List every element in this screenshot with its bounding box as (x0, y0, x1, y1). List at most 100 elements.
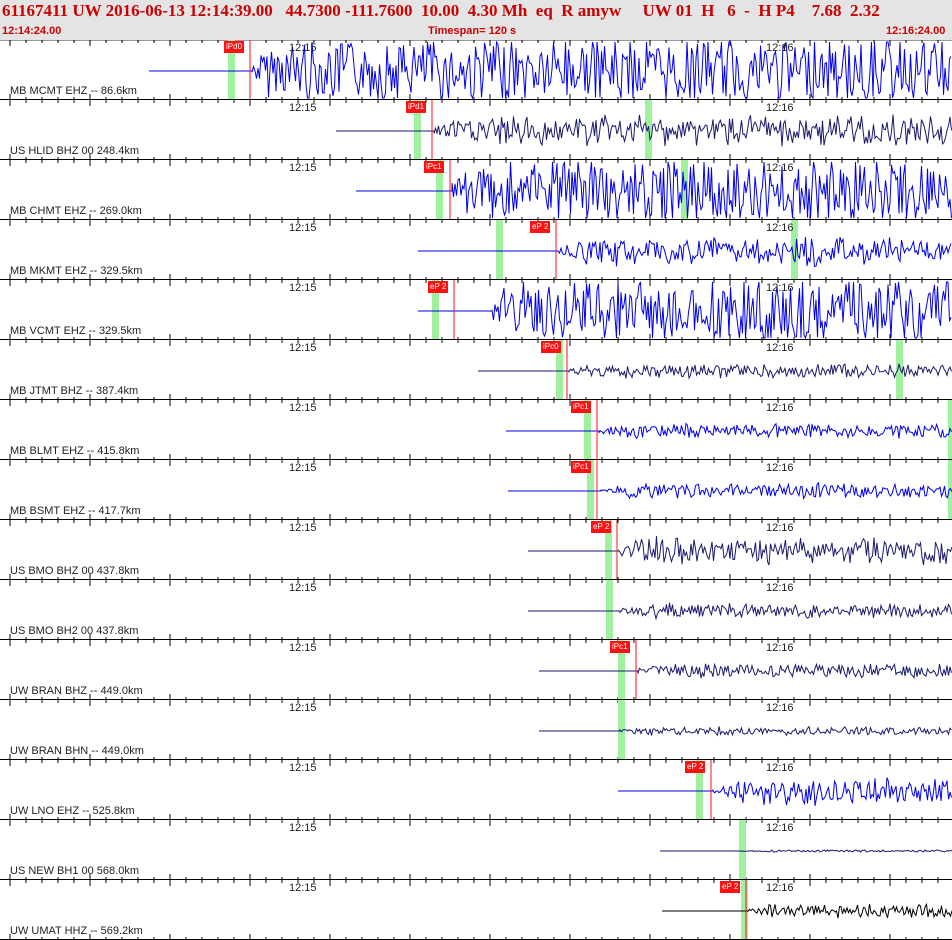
channel-label: MB JTMT BHZ -- 387.4km (10, 385, 139, 397)
minute-tick-label: 12:16 (766, 342, 794, 354)
waveform-trace (336, 114, 952, 147)
theoretical-arrival-bar (606, 580, 613, 639)
minute-tick-label: 12:16 (766, 522, 794, 534)
minute-tick-label: 12:15 (289, 102, 317, 114)
seismogram-panel[interactable]: eP 2 12:15 12:16 MB MKMT EHZ -- 329.5km (0, 220, 952, 280)
theoretical-arrival-bar (414, 100, 421, 159)
seismogram-panel[interactable]: 12:15 12:16 US NEW BH1 00 568.0km (0, 820, 952, 880)
minute-tick-label: 12:16 (766, 822, 794, 834)
waveform-trace (418, 281, 952, 339)
phase-pick-label[interactable]: eP 2 (530, 221, 551, 233)
minute-tick-label: 12:15 (289, 42, 317, 54)
seismogram-panel[interactable]: eP 2 12:15 12:16 UW UMAT HHZ -- 569.2km (0, 880, 952, 940)
waveform-trace (356, 161, 952, 219)
seismogram-panel[interactable]: iPc1 12:15 12:16 MB CHMT EHZ -- 269.0km (0, 160, 952, 220)
event-header: 61167411 UW 2016-06-13 12:14:39.00 44.73… (0, 0, 952, 41)
minute-tick-label: 12:15 (289, 282, 317, 294)
theoretical-arrival-bar (587, 460, 594, 519)
seismogram-panel[interactable]: iPc1 12:15 12:16 MB BLMT EHZ -- 415.8km (0, 400, 952, 460)
channel-label: MB BSMT EHZ -- 417.7km (10, 505, 141, 517)
waveform-trace (528, 536, 952, 566)
waveform-trace (539, 725, 952, 737)
minute-tick-label: 12:16 (766, 162, 794, 174)
channel-label: US BMO BH2 00 437.8km (10, 625, 139, 637)
seismogram-panel[interactable]: iPd0 12:15 12:16 MB MCMT EHZ -- 86.6km (0, 40, 952, 100)
theoretical-arrival-bar (791, 220, 798, 279)
phase-pick-label[interactable]: iPc1 (571, 401, 591, 413)
waveform-svg (9, 700, 952, 759)
waveform-svg (9, 40, 952, 99)
waveform-svg (9, 580, 952, 639)
waveform-svg (9, 340, 952, 399)
theoretical-arrival-bar (896, 340, 903, 399)
start-time-label: 12:14:24.00 (2, 25, 62, 37)
seismogram-panel[interactable]: iPd1 12:15 12:16 US HLID BHZ 00 248.4km (0, 100, 952, 160)
seismogram-panel[interactable]: eP 2 12:15 12:16 UW LNO EHZ -- 525.8km (0, 760, 952, 820)
channel-label: UW BRAN BHN -- 449.0km (10, 745, 144, 757)
channel-label: MB VCMT EHZ -- 329.5km (10, 325, 142, 337)
minute-tick-label: 12:16 (766, 102, 794, 114)
minute-tick-label: 12:16 (766, 462, 794, 474)
phase-pick-label[interactable]: iPc1 (571, 461, 591, 473)
seismogram-panel[interactable]: iPc0 12:15 12:16 MB JTMT BHZ -- 387.4km (0, 340, 952, 400)
timespan-label: Timespan= 120 s (428, 25, 517, 37)
seismogram-panel[interactable]: 12:15 12:16 US BMO BH2 00 437.8km (0, 580, 952, 640)
seismogram-panel[interactable]: iPc1 12:15 12:16 UW BRAN BHZ -- 449.0km (0, 640, 952, 700)
minute-tick-label: 12:15 (289, 522, 317, 534)
waveform-svg (9, 160, 952, 219)
phase-pick-label[interactable]: iPd1 (406, 101, 427, 113)
phase-pick-label[interactable]: iPc1 (610, 641, 630, 653)
theoretical-arrival-bar (741, 880, 748, 939)
minute-tick-label: 12:15 (289, 762, 317, 774)
waveform-svg (9, 820, 952, 879)
seismogram-panel[interactable]: eP 2 12:15 12:16 MB VCMT EHZ -- 329.5km (0, 280, 952, 340)
channel-label: MB CHMT EHZ -- 269.0km (10, 205, 142, 217)
waveform-trace (506, 422, 952, 440)
waveform-svg (9, 460, 952, 519)
waveform-svg (9, 520, 952, 579)
seismogram-panels[interactable]: iPd0 12:15 12:16 MB MCMT EHZ -- 86.6km iPd1 1… (0, 40, 952, 940)
channel-label: US BMO BHZ 00 437.8km (10, 565, 139, 577)
channel-label: MB BLMT EHZ -- 415.8km (10, 445, 140, 457)
waveform-trace (539, 662, 952, 680)
theoretical-arrival-bar (432, 280, 439, 339)
channel-label: UW BRAN BHZ -- 449.0km (10, 685, 143, 697)
waveform-trace (418, 236, 952, 267)
waveform-svg (9, 640, 952, 699)
channel-label: UW LNO EHZ -- 525.8km (10, 805, 135, 817)
minute-tick-label: 12:16 (766, 642, 794, 654)
waveform-trace (149, 40, 952, 99)
phase-pick-label[interactable]: iPc1 (424, 161, 444, 173)
minute-tick-label: 12:16 (766, 402, 794, 414)
phase-pick-label[interactable]: eP 2 (685, 761, 706, 773)
seismogram-panel[interactable]: 12:15 12:16 UW BRAN BHN -- 449.0km (0, 700, 952, 760)
theoretical-arrival-bar (228, 40, 235, 99)
minute-tick-label: 12:15 (289, 222, 317, 234)
minute-tick-label: 12:15 (289, 642, 317, 654)
end-time-label: 12:16:24.00 (886, 25, 946, 37)
waveform-trace (528, 602, 952, 621)
channel-label: MB MCMT EHZ -- 86.6km (10, 85, 137, 97)
minute-tick-label: 12:16 (766, 882, 794, 894)
phase-pick-label[interactable]: iPd0 (224, 41, 245, 53)
theoretical-arrival-bar (618, 640, 625, 699)
seismogram-panel[interactable]: eP 2 12:15 12:16 US BMO BHZ 00 437.8km (0, 520, 952, 580)
waveform-svg (9, 100, 952, 159)
phase-pick-label[interactable]: eP 2 (591, 521, 612, 533)
seismogram-panel[interactable]: iPc1 12:15 12:16 MB BSMT EHZ -- 417.7km (0, 460, 952, 520)
theoretical-arrival-bar (696, 760, 703, 819)
waveform-svg (9, 880, 952, 939)
phase-pick-label[interactable]: iPc0 (541, 341, 561, 353)
minute-tick-label: 12:15 (289, 462, 317, 474)
minute-tick-label: 12:15 (289, 162, 317, 174)
waveform-svg (9, 220, 952, 279)
waveform-svg (9, 400, 952, 459)
minute-tick-label: 12:15 (289, 402, 317, 414)
minute-tick-label: 12:15 (289, 582, 317, 594)
waveform-trace (660, 849, 952, 853)
phase-pick-label[interactable]: eP 2 (720, 881, 741, 893)
waveform-trace (618, 777, 952, 806)
event-summary-title: 61167411 UW 2016-06-13 12:14:39.00 44.73… (2, 1, 880, 20)
phase-pick-label[interactable]: eP 2 (428, 281, 449, 293)
theoretical-arrival-bar (618, 700, 625, 759)
